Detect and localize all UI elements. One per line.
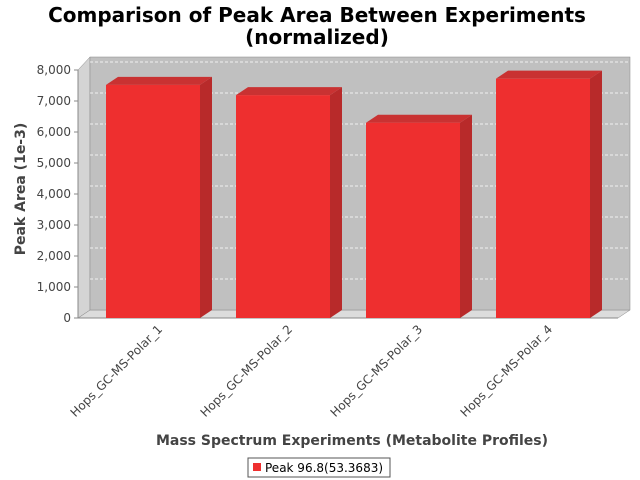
chart-subtitle: (normalized) <box>245 25 389 49</box>
y-axis-label: Peak Area (1e-3) <box>13 123 29 256</box>
bar-top <box>236 87 342 96</box>
bar-side <box>460 114 472 318</box>
x-tick-label: Hops_GC-MS-Polar_4 <box>458 322 556 420</box>
plot-left-wall <box>77 56 91 319</box>
bars <box>106 70 602 319</box>
legend-label: Peak 96.8(53.3683) <box>265 461 383 475</box>
y-axis-ticks: 0 1,000 2,000 3,000 4,000 5,000 6,000 7,000 8,00… <box>37 63 78 325</box>
bar-top <box>496 70 602 79</box>
y-tick-label: 1,000 <box>37 280 71 294</box>
chart-title: Comparison of Peak Area Between Experime… <box>48 3 586 27</box>
bar-front <box>236 95 330 318</box>
legend: Peak 96.8(53.3683) <box>247 457 391 478</box>
y-tick-label: 3,000 <box>37 218 71 232</box>
y-tick-label: 4,000 <box>37 187 71 201</box>
x-tick-label: Hops_GC-MS-Polar_1 <box>68 322 166 420</box>
x-axis-label: Mass Spectrum Experiments (Metabolite Pr… <box>156 433 548 449</box>
bar <box>106 76 212 318</box>
bar-side <box>200 76 212 318</box>
y-tick-label: 7,000 <box>37 94 71 108</box>
bar <box>366 114 472 318</box>
bar-front <box>496 78 590 319</box>
y-tick-label: 0 <box>63 311 71 325</box>
bar <box>236 87 342 318</box>
legend-box <box>247 457 391 478</box>
x-tick-label: Hops_GC-MS-Polar_3 <box>328 322 426 420</box>
bar-front <box>366 122 460 318</box>
y-tick-label: 5,000 <box>37 156 71 170</box>
bar-front <box>106 84 200 318</box>
y-tick-label: 6,000 <box>37 125 71 139</box>
y-tick-label: 2,000 <box>37 249 71 263</box>
bar <box>496 70 602 319</box>
x-axis-categories: Hops_GC-MS-Polar_1 Hops_GC-MS-Polar_2 Hops… <box>68 322 556 420</box>
bar-top <box>366 114 472 123</box>
legend-swatch <box>253 463 261 471</box>
bar-top <box>106 76 212 85</box>
x-tick-label: Hops_GC-MS-Polar_2 <box>198 322 296 420</box>
y-tick-label: 8,000 <box>37 63 71 77</box>
bar-side <box>590 70 602 319</box>
bar-side <box>330 87 342 318</box>
